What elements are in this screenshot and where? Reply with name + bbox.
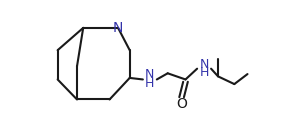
Text: O: O	[176, 97, 187, 111]
Text: N: N	[200, 58, 209, 71]
Text: H: H	[200, 66, 209, 79]
Text: N: N	[113, 21, 123, 35]
Text: N: N	[145, 68, 155, 81]
Text: H: H	[145, 77, 155, 90]
